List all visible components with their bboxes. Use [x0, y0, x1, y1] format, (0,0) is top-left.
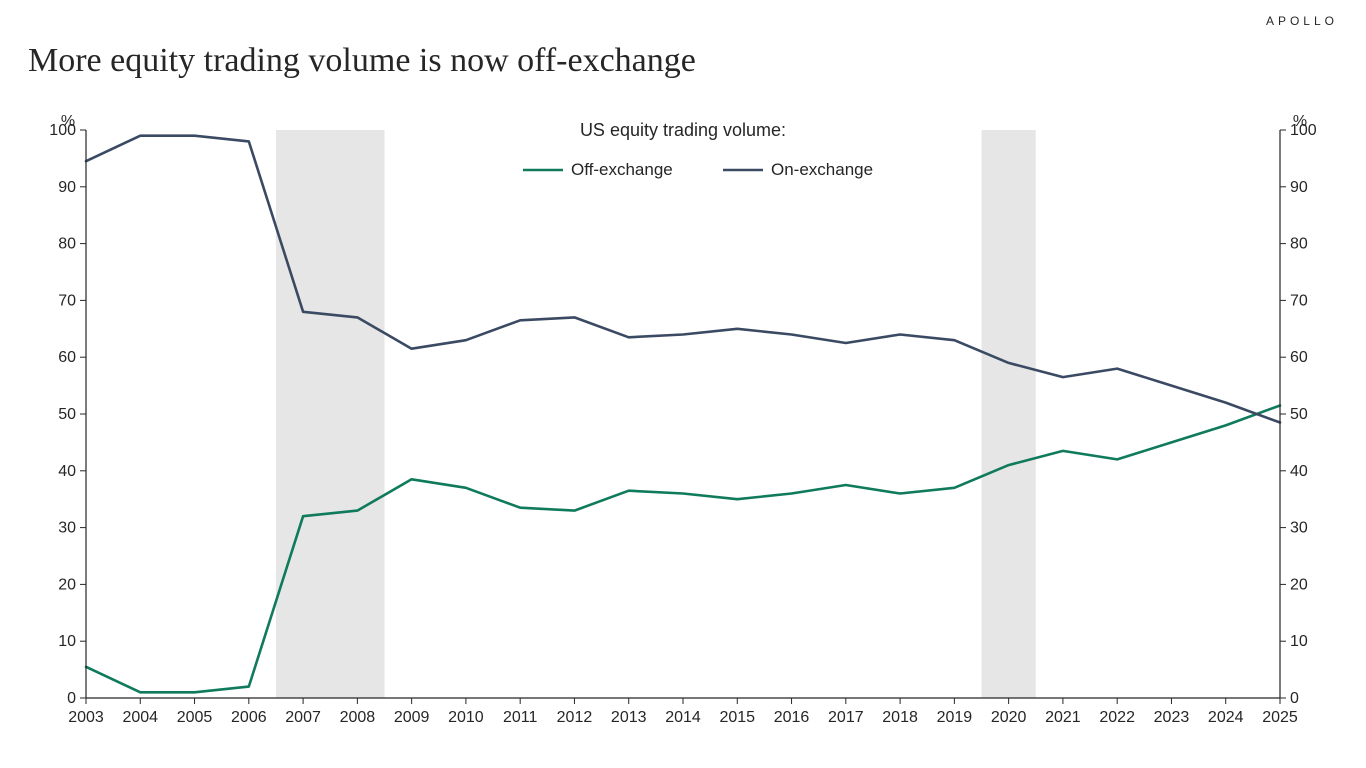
y-tick-label-right: 50 — [1290, 406, 1308, 423]
y-tick-label-right: 70 — [1290, 292, 1308, 309]
x-tick-label: 2020 — [991, 709, 1027, 726]
x-tick-label: 2015 — [719, 709, 755, 726]
x-tick-label: 2007 — [285, 709, 321, 726]
x-tick-label: 2006 — [231, 709, 267, 726]
x-tick-label: 2021 — [1045, 709, 1081, 726]
y-tick-label-right: 90 — [1290, 179, 1308, 196]
y-tick-label-right: 80 — [1290, 236, 1308, 253]
y-tick-label-left: 10 — [58, 633, 76, 650]
x-tick-label: 2019 — [937, 709, 973, 726]
chart-title: More equity trading volume is now off-ex… — [28, 42, 696, 80]
y-tick-label-left: 90 — [58, 179, 76, 196]
x-tick-label: 2005 — [177, 709, 213, 726]
x-tick-label: 2012 — [557, 709, 593, 726]
y-tick-label-left: 0 — [67, 690, 76, 707]
y-tick-label-left: 20 — [58, 576, 76, 593]
x-tick-label: 2025 — [1262, 709, 1298, 726]
x-tick-label: 2016 — [774, 709, 810, 726]
y-tick-label-left: 60 — [58, 349, 76, 366]
chart-area: 0010102020303040405050606070708080909010… — [28, 110, 1338, 738]
chart-subtitle: US equity trading volume: — [580, 120, 786, 140]
recession-band — [276, 130, 385, 698]
y-tick-label-right: 40 — [1290, 463, 1308, 480]
y-unit-right: % — [1293, 113, 1307, 130]
x-tick-label: 2023 — [1154, 709, 1190, 726]
y-tick-label-left: 50 — [58, 406, 76, 423]
y-tick-label-left: 30 — [58, 520, 76, 537]
y-tick-label-left: 40 — [58, 463, 76, 480]
x-tick-label: 2004 — [122, 709, 158, 726]
x-tick-label: 2024 — [1208, 709, 1244, 726]
series-line — [86, 406, 1280, 693]
y-tick-label-right: 30 — [1290, 520, 1308, 537]
x-tick-label: 2013 — [611, 709, 647, 726]
brand-logo: APOLLO — [1266, 14, 1338, 28]
x-tick-label: 2010 — [448, 709, 484, 726]
x-tick-label: 2017 — [828, 709, 864, 726]
x-tick-label: 2008 — [340, 709, 376, 726]
x-tick-label: 2011 — [503, 709, 538, 726]
y-tick-label-left: 70 — [58, 292, 76, 309]
y-tick-label-right: 20 — [1290, 576, 1308, 593]
y-unit-left: % — [61, 113, 75, 130]
legend-label: Off-exchange — [571, 160, 673, 179]
y-tick-label-right: 10 — [1290, 633, 1308, 650]
recession-band — [982, 130, 1036, 698]
x-tick-label: 2022 — [1099, 709, 1135, 726]
x-tick-label: 2018 — [882, 709, 918, 726]
y-tick-label-right: 60 — [1290, 349, 1308, 366]
y-tick-label-left: 80 — [58, 236, 76, 253]
x-tick-label: 2014 — [665, 709, 701, 726]
y-tick-label-right: 0 — [1290, 690, 1299, 707]
x-tick-label: 2003 — [68, 709, 104, 726]
series-line — [86, 136, 1280, 423]
x-tick-label: 2009 — [394, 709, 430, 726]
legend-label: On-exchange — [771, 160, 873, 179]
